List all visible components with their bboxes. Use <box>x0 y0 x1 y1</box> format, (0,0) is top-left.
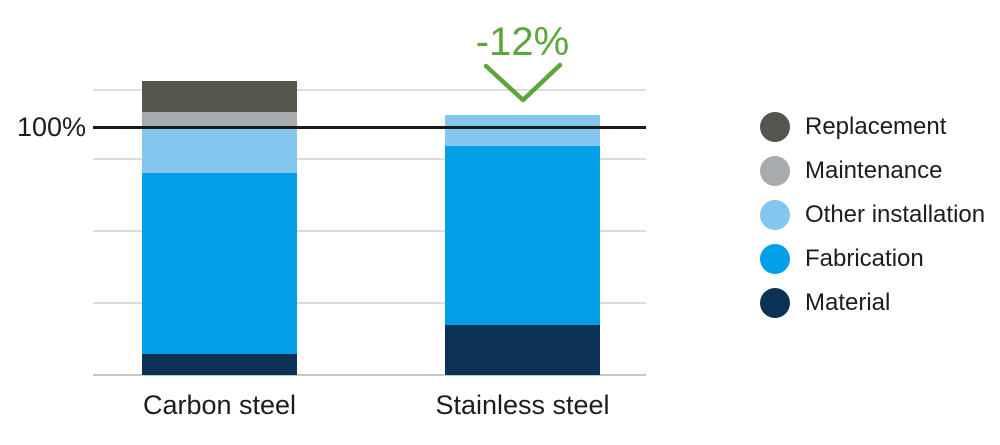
reference-line-label: 100% <box>16 112 86 142</box>
legend-item-replacement: Replacement <box>760 105 985 149</box>
legend-label: Maintenance <box>805 157 943 184</box>
legend-label: Fabrication <box>805 245 924 272</box>
legend-item-maintenance: Maintenance <box>760 149 985 193</box>
bar-segment-other-installation-stainless-steel <box>445 114 600 146</box>
gridline <box>93 158 646 161</box>
annotation-text: -12% <box>475 20 570 64</box>
down-chevron-icon <box>483 62 562 103</box>
legend-label: Replacement <box>805 113 947 140</box>
legend-item-material: Material <box>760 281 985 325</box>
legend-swatch-icon <box>760 200 790 230</box>
legend: Replacement Maintenance Other installation… <box>760 105 985 325</box>
bar-segment-maintenance-carbon-steel <box>142 112 297 129</box>
legend-label: Material <box>805 289 891 316</box>
legend-swatch-icon <box>760 112 790 142</box>
gridline <box>93 302 646 305</box>
x-axis-label-carbon-steel: Carbon steel <box>142 390 297 420</box>
legend-item-other-installation: Other installation <box>760 193 985 237</box>
reference-line-100pct <box>93 125 646 129</box>
legend-label: Other installation <box>805 201 986 228</box>
gridline <box>93 88 646 91</box>
legend-swatch-icon <box>760 288 790 318</box>
bar-segment-material-carbon-steel <box>142 353 297 375</box>
legend-swatch-icon <box>760 244 790 274</box>
bar-segment-replacement-carbon-steel <box>142 81 297 113</box>
gridline <box>93 230 646 233</box>
x-axis-label-stainless-steel: Stainless steel <box>435 390 610 420</box>
x-axis-baseline <box>93 374 646 376</box>
legend-item-fabrication: Fabrication <box>760 237 985 281</box>
bar-segment-material-stainless-steel <box>445 325 600 375</box>
bar-segment-other-installation-carbon-steel <box>142 128 297 173</box>
bar-segment-fabrication-carbon-steel <box>142 172 297 354</box>
legend-swatch-icon <box>760 156 790 186</box>
bar-segment-fabrication-stainless-steel <box>445 145 600 326</box>
